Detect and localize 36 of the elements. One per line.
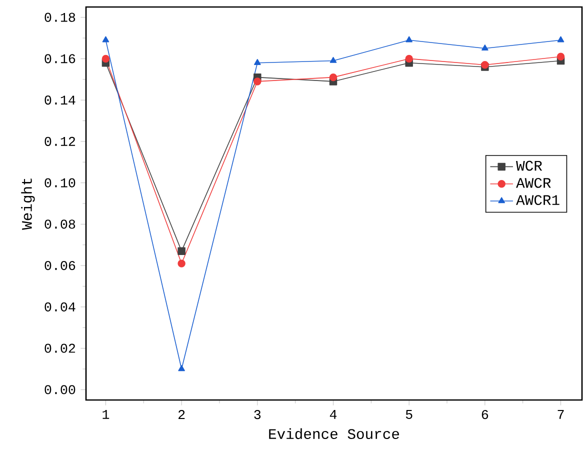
point	[178, 247, 186, 255]
x-tick-label: 5	[406, 410, 412, 419]
y-tick-label: 0.04	[44, 302, 76, 312]
y-tick-label: 0.18	[44, 12, 76, 22]
point	[178, 260, 186, 268]
y-tick-label: 0.16	[44, 54, 76, 64]
x-tick-label: 1	[102, 410, 110, 419]
y-tick-label: 0.12	[44, 136, 76, 146]
y-tick-label: 0.06	[44, 261, 76, 270]
x-tick-label: 6	[482, 410, 488, 420]
y-tick-label: 0.02	[44, 344, 76, 353]
y-tick-label: 0.10	[44, 178, 76, 188]
point	[405, 54, 413, 63]
y-tick-label: 0.14	[44, 96, 76, 105]
point	[406, 36, 412, 42]
point	[330, 56, 337, 63]
point	[178, 365, 185, 372]
point	[329, 73, 338, 82]
y-tick-label: 0.00	[44, 385, 76, 394]
point	[482, 44, 488, 50]
point	[254, 58, 261, 65]
legend-label: WCR	[516, 160, 542, 171]
y-tick-label: 0.08	[44, 220, 76, 229]
point	[254, 78, 262, 86]
x-tick-label: 3	[254, 410, 261, 420]
x-tick-label: 2	[178, 410, 185, 419]
x-tick-label: 7	[558, 410, 564, 419]
point	[102, 36, 110, 42]
x-tick-label: 4	[330, 410, 337, 419]
legend-label: AWCR	[516, 178, 551, 188]
y-axis-title: Weight	[21, 178, 35, 230]
point	[556, 52, 565, 61]
x-axis-title: Evidence Source	[269, 428, 400, 440]
legend-label: AWCR1	[516, 195, 560, 206]
point	[557, 36, 564, 42]
point	[102, 54, 110, 63]
